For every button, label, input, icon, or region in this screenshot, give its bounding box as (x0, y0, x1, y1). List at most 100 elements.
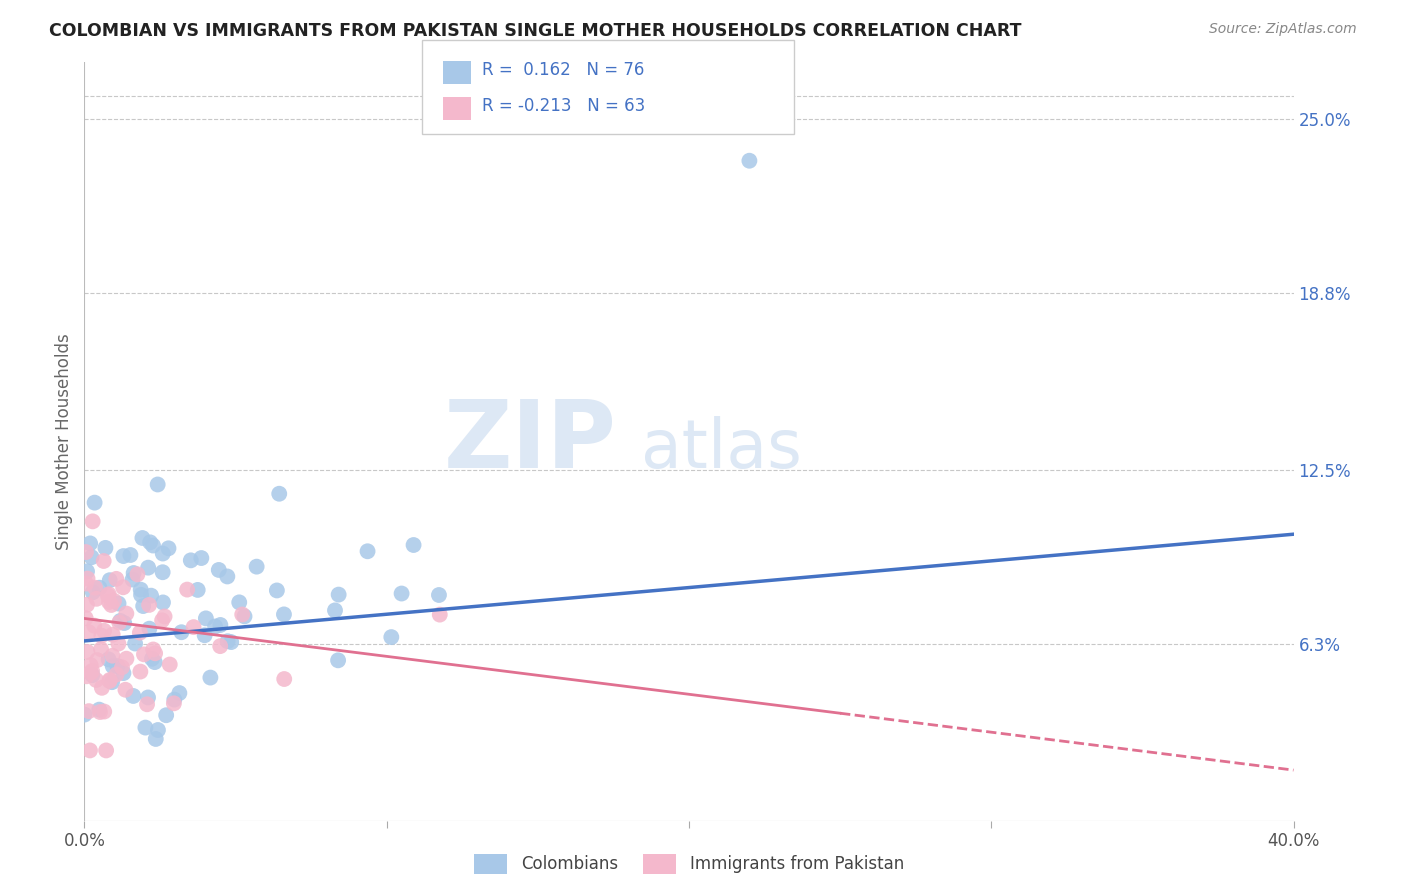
Point (79, 536, 101, 550)
Point (183, 620, 205, 634)
Point (152, 547, 174, 561)
Point (107, 659, 129, 673)
Point (94, 743, 117, 757)
Point (136, 698, 159, 712)
Point (79, 658, 101, 673)
Point (103, 594, 125, 608)
Point (108, 615, 131, 630)
Point (93, 624, 115, 638)
Point (98, 573, 121, 587)
Point (266, 583, 288, 598)
Point (180, 553, 202, 567)
Point (76, 669, 98, 683)
Point (101, 659, 124, 673)
Point (138, 622, 160, 636)
Point (129, 665, 152, 679)
Point (170, 625, 193, 640)
Point (107, 597, 129, 611)
Point (246, 559, 269, 574)
Point (402, 538, 425, 552)
Point (90, 681, 112, 695)
Point (76, 598, 98, 612)
Text: ZIP: ZIP (443, 395, 616, 488)
Point (101, 648, 124, 663)
Point (77, 704, 100, 718)
Point (380, 630, 402, 644)
Point (75, 545, 97, 559)
Point (114, 682, 136, 697)
Point (169, 686, 191, 700)
Point (105, 667, 128, 681)
Point (98, 673, 121, 688)
Point (111, 660, 134, 674)
Point (90, 642, 112, 657)
Point (326, 653, 349, 667)
Point (139, 535, 162, 549)
Point (112, 666, 135, 681)
Point (139, 589, 162, 603)
Point (93, 705, 115, 719)
Point (101, 675, 124, 690)
Point (138, 598, 160, 612)
Point (132, 648, 155, 662)
Point (97, 652, 120, 666)
Point (217, 569, 239, 583)
Point (115, 651, 138, 665)
Point (152, 566, 174, 580)
Point (273, 607, 295, 622)
Point (150, 613, 173, 627)
Point (98, 595, 121, 609)
Point (136, 690, 159, 705)
Point (155, 708, 177, 723)
Point (143, 646, 166, 660)
Point (159, 657, 181, 672)
Point (82, 585, 104, 599)
Point (121, 573, 143, 587)
Point (112, 549, 135, 563)
Point (187, 582, 209, 597)
Point (84, 673, 107, 687)
Point (82, 514, 104, 528)
Point (97, 587, 120, 601)
Point (115, 607, 138, 621)
Point (76, 565, 98, 579)
Point (122, 566, 145, 580)
Point (84, 581, 107, 595)
Point (143, 655, 166, 669)
Point (98, 673, 121, 687)
Point (75, 611, 97, 625)
Point (141, 652, 163, 666)
Point (100, 598, 122, 612)
Point (94, 541, 117, 555)
Point (391, 586, 413, 600)
Text: Source: ZipAtlas.com: Source: ZipAtlas.com (1209, 22, 1357, 37)
Point (200, 671, 222, 685)
Point (83, 618, 105, 632)
Point (328, 588, 350, 602)
Point (194, 611, 217, 625)
Point (356, 544, 378, 558)
Point (110, 614, 132, 628)
Point (163, 692, 186, 706)
Point (142, 539, 165, 553)
Text: R =  0.162   N = 76: R = 0.162 N = 76 (482, 61, 644, 78)
Point (77, 625, 100, 640)
Point (82, 664, 104, 678)
Point (76, 572, 98, 586)
Point (90, 629, 112, 643)
Point (427, 588, 450, 602)
Point (134, 721, 156, 735)
Point (219, 635, 242, 649)
Point (128, 625, 150, 640)
Point (127, 567, 149, 582)
Point (269, 487, 291, 501)
Point (194, 628, 217, 642)
Point (142, 642, 165, 657)
Point (131, 531, 153, 545)
Point (132, 599, 155, 613)
Point (153, 609, 176, 624)
Point (738, 153, 761, 168)
Point (73, 707, 96, 722)
Point (79, 743, 101, 757)
Point (217, 634, 239, 648)
